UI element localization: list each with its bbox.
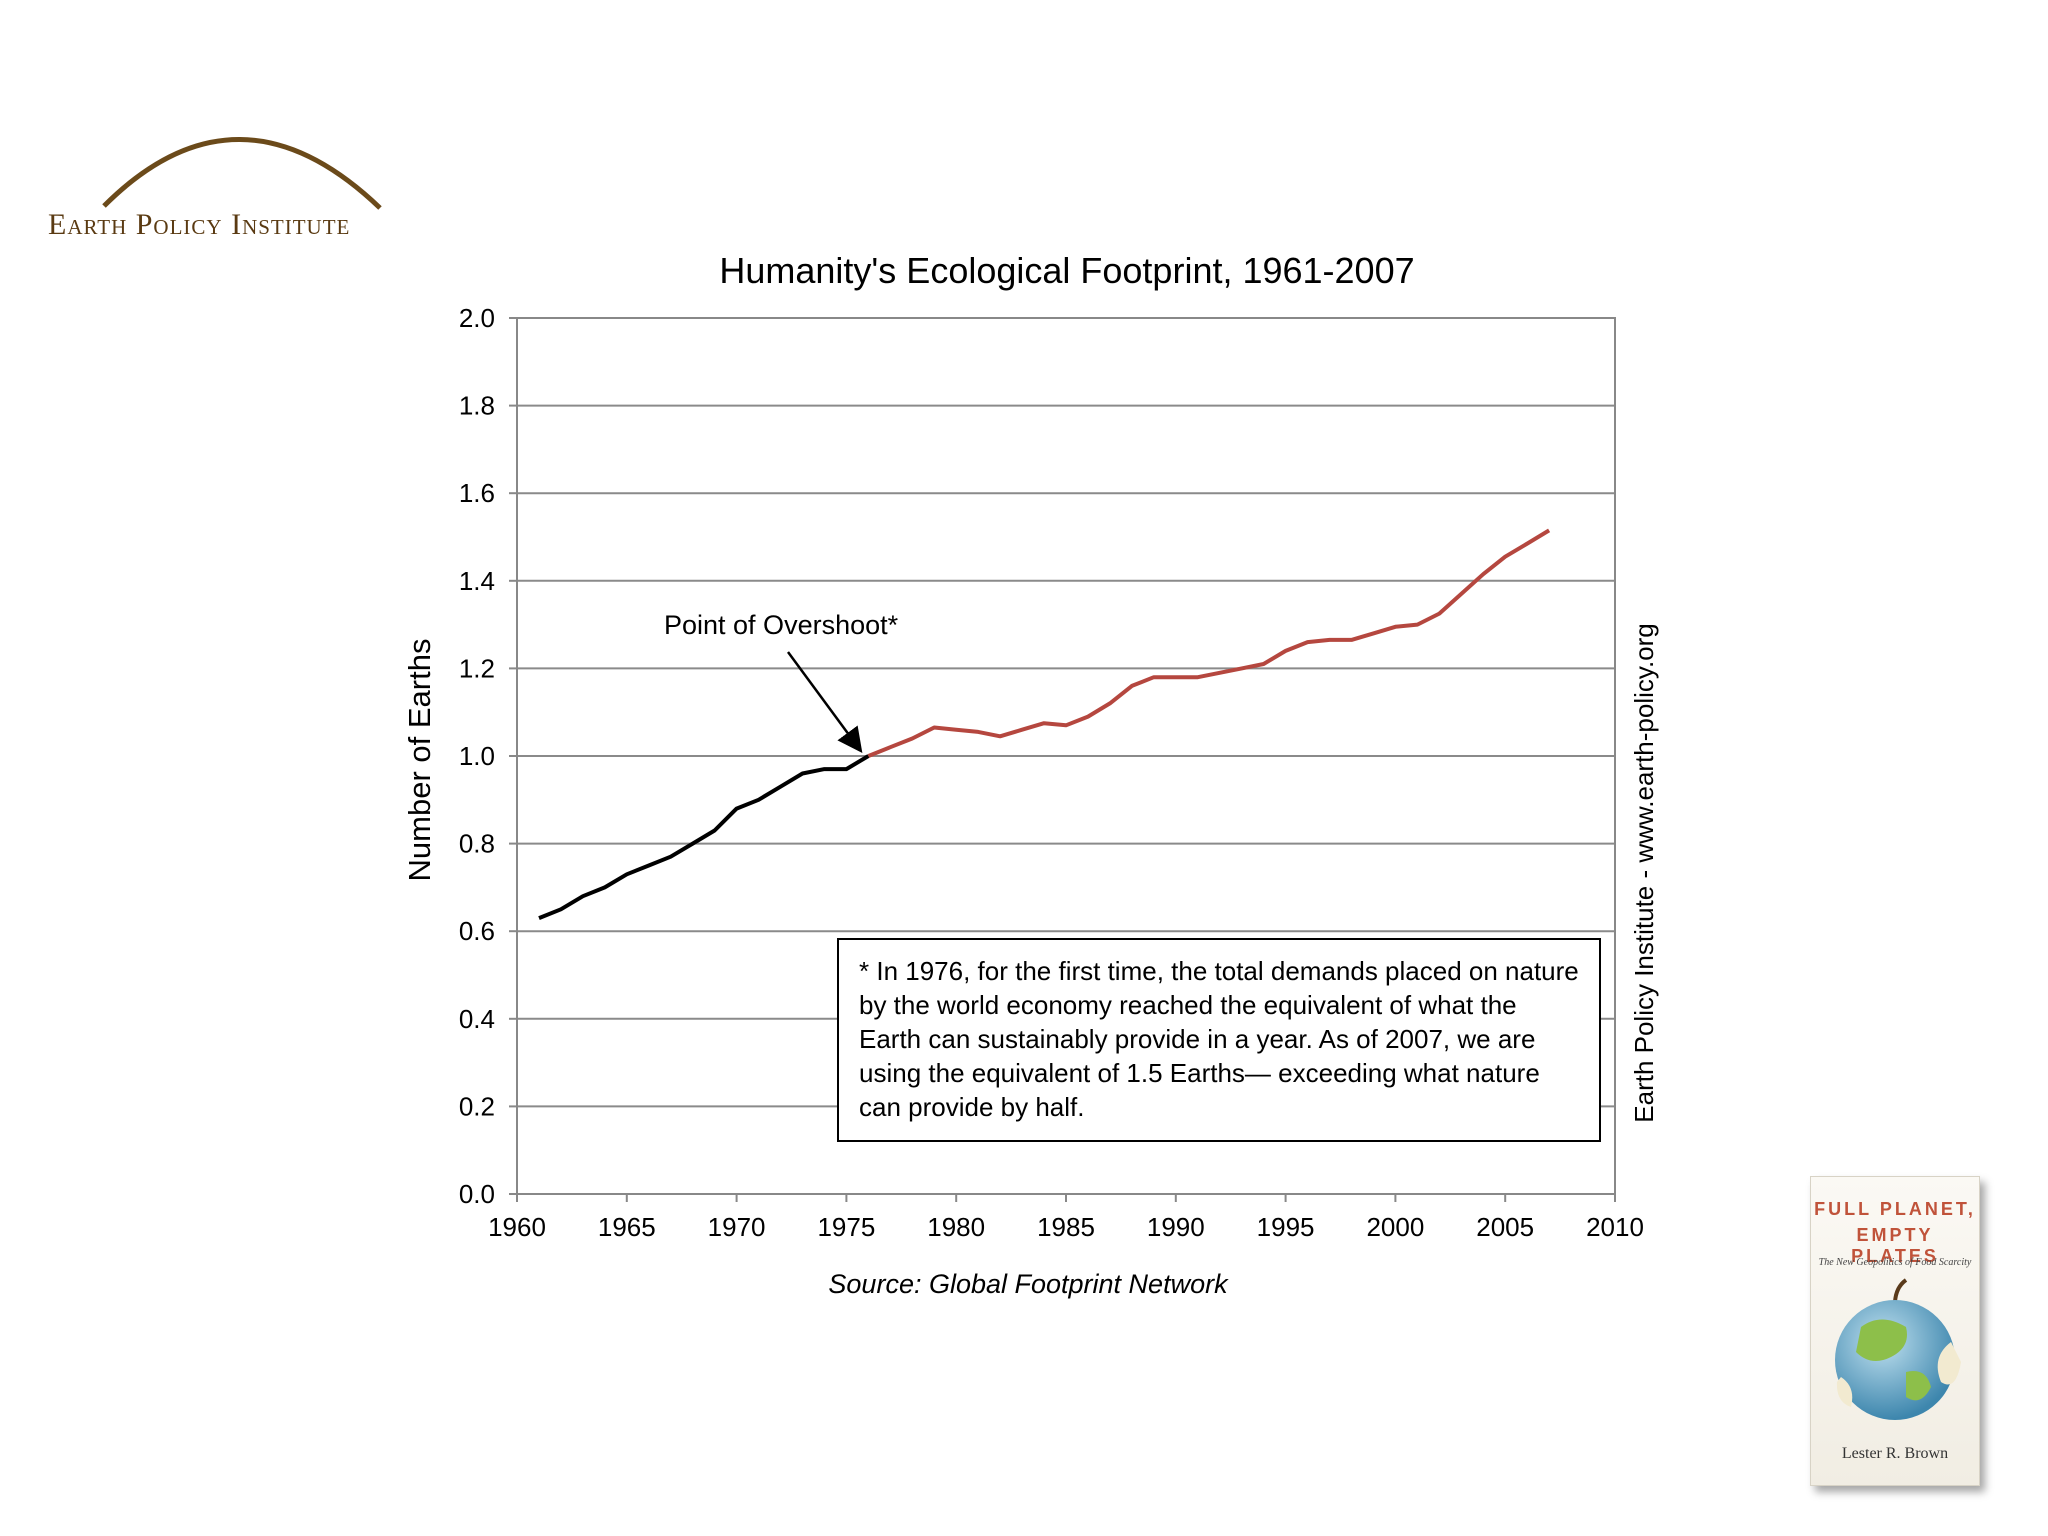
y-tick-label: 0.8	[459, 829, 495, 859]
x-tick-label: 1975	[817, 1212, 875, 1242]
x-tick-label: 1960	[488, 1212, 546, 1242]
series-lines	[538, 528, 1551, 920]
x-tick-label: 2005	[1476, 1212, 1534, 1242]
x-tick-label: 1980	[927, 1212, 985, 1242]
book-author: Lester R. Brown	[1841, 1445, 1949, 1462]
x-tick-label: 2010	[1586, 1212, 1644, 1242]
side-credit-label: Earth Policy Institute - www.earth-polic…	[1629, 623, 1659, 1122]
y-tick-label: 0.2	[459, 1091, 495, 1121]
logo-arc-icon	[102, 137, 382, 210]
overshoot-annotation-label: Point of Overshoot*	[664, 610, 899, 640]
apple-globe-icon	[1835, 1278, 1961, 1420]
y-tick-label: 0.6	[459, 916, 495, 946]
book-cover: FULL PLANET, EMPTY PLATES The New Geopol…	[1810, 1176, 1980, 1486]
x-axis-ticks: 1960 1965 1970 1975 1980 1985 1990 1995 2000 2005…	[488, 1194, 1644, 1242]
book-title-line1: FULL PLANET,	[1814, 1199, 1976, 1219]
x-tick-label: 1990	[1147, 1212, 1205, 1242]
x-tick-label: 1995	[1257, 1212, 1315, 1242]
y-tick-label: 1.6	[459, 478, 495, 508]
y-tick-label: 0.4	[459, 1004, 495, 1034]
y-tick-label: 1.8	[459, 391, 495, 421]
overshoot-arrow	[786, 651, 863, 754]
source-label: Source: Global Footprint Network	[828, 1269, 1229, 1299]
book-subtitle: The New Geopolitics of Food Scarcity	[1818, 1257, 1972, 1268]
y-axis-ticks: 0.0 0.2 0.4 0.6 0.8 1.0 1.2 1.4 1.6 1.8 2.0	[459, 303, 517, 1209]
y-tick-label: 1.2	[459, 653, 495, 683]
book-title-line2: EMPTY PLATES	[1851, 1225, 1939, 1266]
y-tick-label: 1.0	[459, 741, 495, 771]
x-tick-label: 2000	[1366, 1212, 1424, 1242]
chart-title: Humanity's Ecological Footprint, 1961-20…	[719, 250, 1414, 291]
series-line-1	[538, 754, 870, 920]
x-tick-label: 1970	[708, 1212, 766, 1242]
series-line-2	[867, 528, 1551, 758]
y-tick-label: 1.4	[459, 566, 495, 596]
logo-text: Earth Policy Institute	[48, 208, 351, 241]
x-tick-label: 1965	[598, 1212, 656, 1242]
y-tick-label: 2.0	[459, 303, 495, 333]
footnote-box: * In 1976, for the first time, the total…	[837, 938, 1601, 1142]
y-axis-label: Number of Earths	[402, 639, 437, 882]
y-tick-label: 0.0	[459, 1179, 495, 1209]
x-tick-label: 1985	[1037, 1212, 1095, 1242]
earth-policy-institute-logo: Earth Policy Institute	[48, 110, 448, 250]
